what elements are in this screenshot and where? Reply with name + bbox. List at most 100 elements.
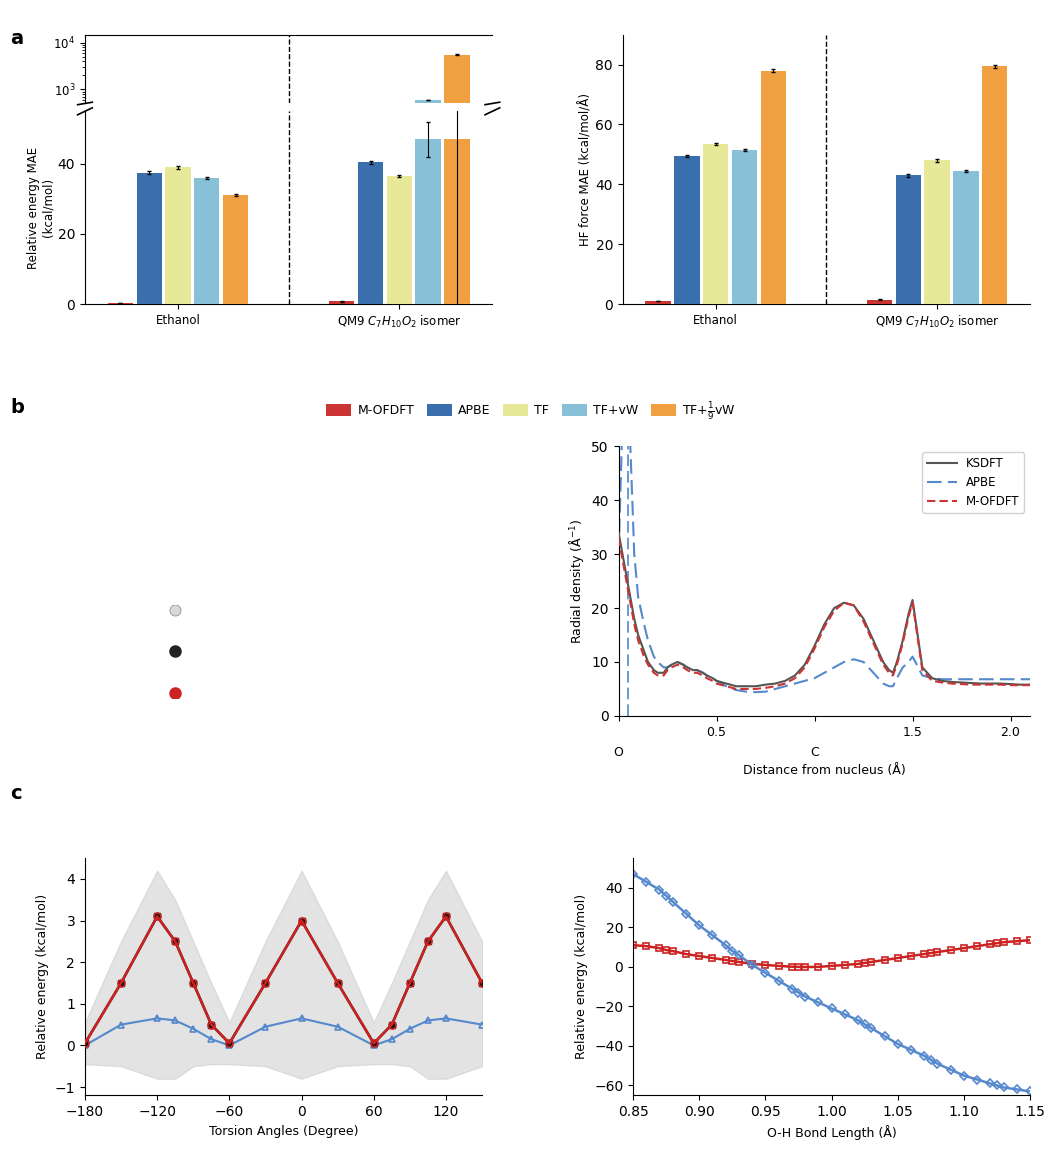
APBE bbox=[719, 939, 732, 952]
APBE bbox=[612, 548, 624, 562]
M-OFDFT bbox=[733, 955, 746, 969]
M-OFDFT bbox=[710, 677, 723, 691]
M-OFDFT bbox=[991, 936, 1004, 950]
Line: M-OFDFT: M-OFDFT bbox=[82, 913, 485, 1047]
APBE bbox=[115, 1018, 127, 1032]
M-OFDFT bbox=[640, 940, 653, 954]
M-OFDFT bbox=[476, 977, 489, 990]
M-OFDFT bbox=[858, 956, 871, 970]
APBE bbox=[931, 1057, 944, 1071]
APBE bbox=[858, 1017, 871, 1031]
M-OFDFT bbox=[223, 1037, 236, 1050]
KSDFT bbox=[259, 977, 272, 990]
Bar bbox=[194, 157, 220, 1153]
APBE bbox=[404, 1022, 416, 1035]
KSDFT bbox=[730, 679, 742, 693]
M-OFDFT bbox=[864, 955, 877, 969]
APBE bbox=[79, 1039, 91, 1053]
M-OFDFT bbox=[1024, 933, 1037, 947]
Bar bbox=[107, 257, 133, 1153]
M-OFDFT bbox=[259, 977, 272, 990]
M-OFDFT bbox=[653, 941, 666, 955]
APBE bbox=[812, 995, 825, 1009]
APBE bbox=[169, 1013, 182, 1027]
M-OFDFT bbox=[719, 954, 732, 967]
APBE bbox=[331, 1019, 344, 1033]
APBE bbox=[733, 948, 746, 962]
APBE bbox=[622, 385, 635, 399]
APBE bbox=[984, 1077, 997, 1091]
KSDFT bbox=[612, 526, 624, 540]
APBE bbox=[891, 1037, 904, 1050]
KSDFT bbox=[386, 1018, 398, 1032]
APBE bbox=[792, 986, 805, 1000]
APBE bbox=[838, 1008, 851, 1022]
Bar bbox=[895, 175, 921, 304]
Bar bbox=[387, 157, 412, 1153]
Bar bbox=[166, 156, 190, 1153]
KSDFT bbox=[187, 977, 200, 990]
X-axis label: Distance from nucleus (Å): Distance from nucleus (Å) bbox=[743, 763, 906, 777]
APBE bbox=[991, 1078, 1004, 1092]
Text: b: b bbox=[11, 398, 24, 416]
KSDFT bbox=[115, 977, 127, 990]
Bar bbox=[646, 301, 671, 304]
M-OFDFT bbox=[759, 958, 772, 972]
M-OFDFT bbox=[692, 949, 705, 963]
APBE bbox=[759, 966, 772, 980]
APBE bbox=[440, 1011, 452, 1025]
Bar bbox=[329, 234, 355, 1153]
Line: M-OFDFT: M-OFDFT bbox=[618, 538, 1030, 689]
M-OFDFT bbox=[706, 951, 719, 965]
APBE bbox=[746, 958, 758, 972]
APBE bbox=[971, 1072, 983, 1086]
M-OFDFT bbox=[827, 604, 840, 618]
M-OFDFT bbox=[792, 960, 805, 974]
APBE bbox=[666, 895, 679, 909]
APBE bbox=[680, 906, 692, 920]
Bar bbox=[732, 150, 757, 304]
M-OFDFT bbox=[115, 977, 127, 990]
M-OFDFT bbox=[906, 596, 919, 610]
APBE bbox=[1024, 1085, 1037, 1099]
KSDFT bbox=[857, 612, 870, 626]
KSDFT bbox=[422, 934, 434, 948]
APBE bbox=[367, 1039, 380, 1053]
KSDFT bbox=[476, 977, 489, 990]
M-OFDFT bbox=[878, 954, 891, 967]
APBE bbox=[295, 1011, 308, 1025]
Text: c: c bbox=[11, 784, 22, 802]
M-OFDFT bbox=[772, 959, 785, 973]
M-OFDFT bbox=[891, 951, 904, 965]
KSDFT bbox=[205, 1018, 218, 1032]
APBE bbox=[259, 1019, 272, 1033]
M-OFDFT bbox=[931, 945, 944, 959]
Bar bbox=[223, 195, 249, 304]
M-OFDFT bbox=[838, 958, 851, 972]
APBE bbox=[205, 1032, 218, 1046]
APBE bbox=[660, 889, 672, 903]
M-OFDFT bbox=[1024, 678, 1037, 692]
APBE bbox=[918, 1049, 930, 1063]
APBE bbox=[772, 974, 785, 988]
M-OFDFT bbox=[971, 940, 983, 954]
APBE bbox=[422, 1013, 434, 1027]
M-OFDFT bbox=[680, 947, 692, 960]
M-OFDFT bbox=[422, 934, 434, 948]
Bar bbox=[760, 70, 786, 304]
Y-axis label: HF force MAE (kcal/mol/Å): HF force MAE (kcal/mol/Å) bbox=[579, 93, 593, 246]
APBE bbox=[1011, 1083, 1024, 1097]
KSDFT bbox=[877, 655, 890, 669]
Line: APBE: APBE bbox=[82, 1015, 485, 1049]
Bar bbox=[358, 155, 383, 1153]
APBE bbox=[640, 875, 653, 889]
Bar bbox=[444, 54, 469, 1153]
Bar bbox=[137, 173, 161, 304]
Bar bbox=[358, 163, 383, 304]
M-OFDFT bbox=[1011, 934, 1024, 948]
M-OFDFT bbox=[825, 959, 838, 973]
KSDFT bbox=[827, 601, 840, 615]
KSDFT bbox=[151, 910, 164, 924]
APBE bbox=[627, 867, 639, 881]
KSDFT bbox=[440, 910, 452, 924]
